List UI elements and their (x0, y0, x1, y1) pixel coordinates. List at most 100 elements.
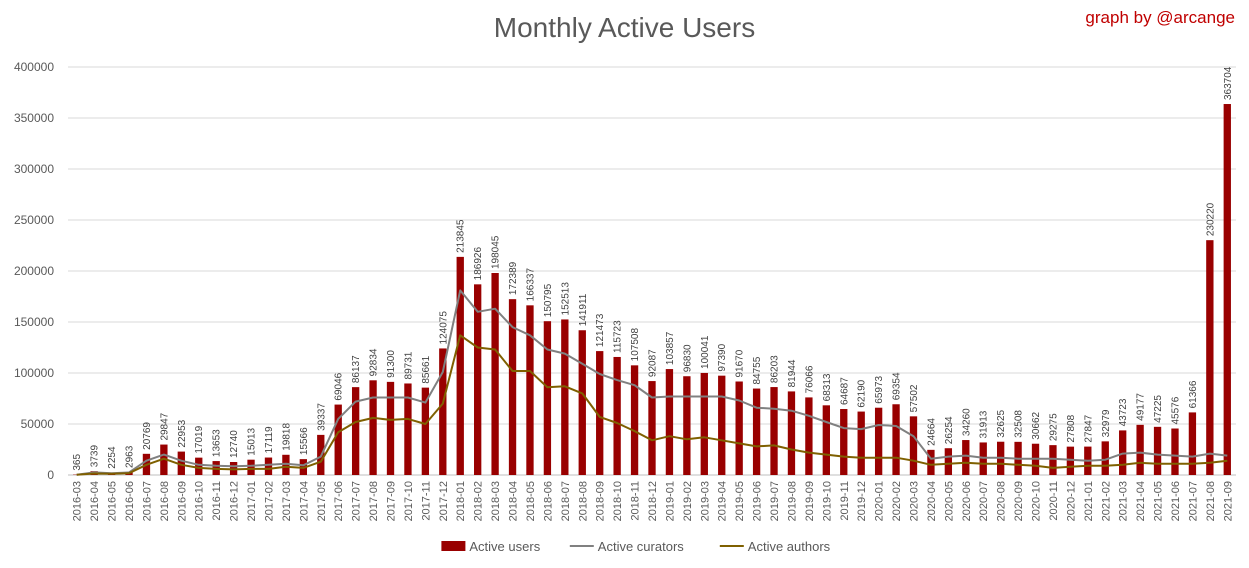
data-label: 47225 (1153, 395, 1164, 423)
x-tick-label: 2020-02 (891, 481, 903, 521)
series-line (76, 289, 1228, 476)
x-tick-label: 2017-03 (281, 481, 293, 521)
bar (1101, 441, 1109, 475)
bar (195, 457, 203, 475)
data-label: 34260 (961, 408, 972, 436)
bar (1153, 426, 1162, 475)
data-label: 30662 (1031, 411, 1042, 439)
bar (857, 411, 865, 475)
data-label: 32508 (1014, 410, 1025, 438)
y-tick-label: 200000 (14, 264, 54, 278)
x-tick-label: 2018-05 (525, 481, 537, 521)
x-tick-label: 2018-07 (560, 481, 572, 521)
bar (508, 299, 517, 475)
y-tick-label: 350000 (14, 111, 54, 125)
data-label: 100041 (700, 335, 711, 369)
data-label: 29275 (1048, 413, 1059, 441)
x-tick-label: 2016-03 (72, 481, 84, 521)
x-tick-label: 2018-11 (630, 481, 642, 521)
bar (160, 444, 168, 475)
bar (648, 381, 656, 475)
data-label: 115723 (613, 320, 624, 353)
x-tick-label: 2019-05 (734, 481, 746, 521)
data-label: 45576 (1170, 396, 1181, 424)
x-tick-label: 2021-02 (1100, 481, 1112, 521)
chart-credit: graph by @arcange (1085, 8, 1235, 27)
data-label: 363704 (1223, 66, 1234, 100)
bar (979, 442, 987, 475)
y-tick-label: 150000 (14, 315, 54, 329)
bar (840, 409, 848, 475)
x-tick-label: 2017-02 (263, 481, 275, 521)
bar (1171, 428, 1179, 475)
x-tick-label: 2019-11 (839, 481, 851, 521)
data-label: 65973 (874, 375, 885, 403)
x-tick-label: 2020-06 (961, 481, 973, 521)
bar (369, 380, 377, 475)
bar (770, 387, 778, 475)
data-label: 24664 (926, 418, 937, 446)
bar (718, 375, 726, 475)
bar (543, 321, 552, 475)
data-label: 27808 (1066, 414, 1077, 442)
x-tick-label: 2021-04 (1135, 481, 1147, 521)
x-tick-label: 2020-08 (996, 481, 1008, 521)
x-tick-label: 2019-06 (752, 481, 764, 521)
y-tick-label: 300000 (14, 162, 54, 176)
bar (944, 448, 953, 475)
data-label: 81944 (787, 359, 798, 387)
y-tick-label: 250000 (14, 213, 54, 227)
data-label: 2963 (125, 445, 136, 468)
bar (1188, 412, 1197, 475)
data-label: 96830 (682, 344, 693, 372)
x-tick-label: 2020-05 (943, 481, 955, 521)
bar (927, 449, 935, 475)
x-tick-label: 2018-10 (612, 481, 624, 521)
data-label: 12740 (229, 430, 240, 458)
x-tick-label: 2020-01 (874, 481, 886, 521)
bar (822, 405, 830, 475)
x-tick-label: 2018-02 (473, 481, 485, 521)
data-label: 92834 (369, 348, 380, 376)
bar (665, 369, 674, 475)
data-label: 64687 (839, 377, 850, 405)
bar (1066, 446, 1075, 475)
data-label: 103857 (665, 331, 676, 365)
x-tick-label: 2016-05 (107, 481, 119, 521)
data-label: 27847 (1083, 414, 1094, 442)
data-label-layer: 365 3739 2254 2963 20769 29847 22953 17019 13653… (72, 66, 1234, 470)
x-tick-label: 2019-02 (682, 481, 694, 521)
x-tick-label: 2020-03 (908, 481, 920, 521)
data-label: 68313 (822, 373, 833, 401)
x-tick-label: 2017-06 (333, 481, 345, 521)
bar-layer (73, 104, 1231, 476)
y-tick-label: 400000 (14, 60, 54, 74)
data-label: 39337 (316, 403, 327, 431)
x-tick-label: 2019-09 (804, 481, 816, 521)
data-label: 2254 (107, 446, 118, 469)
x-tick-label: 2018-08 (577, 481, 589, 521)
series-line (76, 334, 1228, 476)
data-label: 85661 (421, 355, 432, 383)
bar (683, 376, 691, 475)
x-tick-label: 2018-03 (490, 481, 502, 521)
bar (787, 391, 796, 475)
bar (439, 348, 447, 475)
x-tick-label: 2018-09 (595, 481, 607, 521)
data-label: 17119 (264, 426, 275, 454)
x-tick-label: 2016-12 (229, 481, 241, 521)
x-tick-label: 2017-01 (246, 481, 258, 521)
x-tick-label: 2016-09 (176, 481, 188, 521)
x-tick-label: 2017-10 (403, 481, 415, 521)
data-label: 57502 (909, 384, 920, 412)
data-label: 365 (72, 454, 83, 471)
bar (247, 459, 255, 475)
x-tick-label: 2019-03 (699, 481, 711, 521)
data-label: 15013 (247, 427, 258, 455)
data-label: 89731 (403, 351, 414, 379)
x-tick-label: 2020-12 (1065, 481, 1077, 521)
bar (1223, 104, 1231, 476)
data-label: 186926 (473, 247, 484, 281)
